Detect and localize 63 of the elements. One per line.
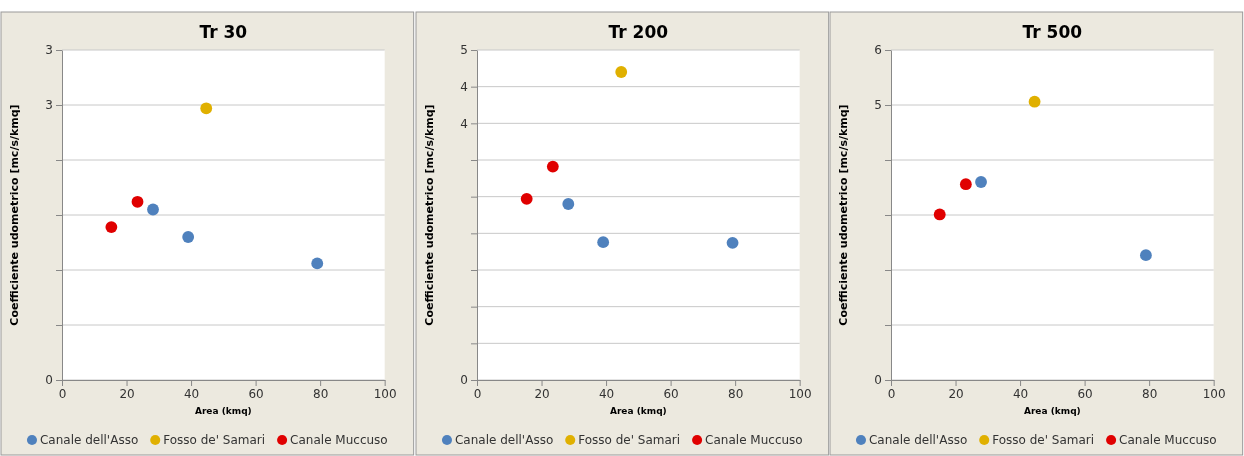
point xyxy=(520,192,533,205)
y-tick-label: 4 xyxy=(460,116,468,131)
point xyxy=(147,203,159,216)
x-tick-label: 0 xyxy=(887,386,896,401)
legend-label: Fosso de' Samari xyxy=(992,433,1095,447)
x-tick-label: 60 xyxy=(1077,386,1094,401)
point xyxy=(934,208,946,221)
x-axis-title: Area (kmq) xyxy=(1024,406,1082,416)
point xyxy=(1028,95,1041,108)
chart-title: Tr 30 xyxy=(199,22,248,42)
x-axis-title: Area (kmq) xyxy=(609,406,667,416)
y-axis-title: Coefficiente udometrico [mc/s/kmq] xyxy=(837,104,851,326)
x-tick-label: 20 xyxy=(534,386,550,401)
x-tick-label: 20 xyxy=(119,386,135,401)
point xyxy=(562,198,574,210)
y-tick-label: 3 xyxy=(45,98,53,113)
legend-label: Canale dell'Asso xyxy=(869,433,968,447)
y-tick-label: 3 xyxy=(45,43,53,58)
x-tick-label: 40 xyxy=(183,386,200,401)
point xyxy=(614,66,627,78)
point xyxy=(1140,249,1153,262)
y-tick-label: 0 xyxy=(874,373,883,388)
x-tick-label: 0 xyxy=(473,386,481,401)
y-axis-title: Coefficiente udometrico [mc/s/kmq] xyxy=(8,104,21,326)
x-tick-label: 80 xyxy=(312,386,329,401)
legend-label: Canale dell'Asso xyxy=(39,433,139,447)
point xyxy=(726,236,739,249)
x-tick-label: 80 xyxy=(1142,386,1158,401)
legend-label: Canale Muccuso xyxy=(704,433,803,447)
y-tick-label: 4 xyxy=(460,80,468,95)
legend-label: Canale Muccuso xyxy=(1119,433,1217,447)
x-tick-label: 20 xyxy=(948,386,964,401)
point xyxy=(960,178,973,191)
y-tick-label: 5 xyxy=(874,98,883,113)
x-tick-label: 100 xyxy=(1203,386,1226,401)
legend-label: Canale dell'Asso xyxy=(454,433,553,447)
x-tick-label: 0 xyxy=(58,386,67,401)
x-tick-label: 60 xyxy=(248,386,264,401)
legend-label: Fosso de' Samari xyxy=(163,433,266,447)
x-tick-label: 80 xyxy=(727,386,743,401)
point xyxy=(311,257,324,270)
y-axis-title: Coefficiente udometrico [mc/s/kmq] xyxy=(422,104,436,326)
point xyxy=(596,236,609,249)
point xyxy=(182,231,195,243)
chart-title: Tr 200 xyxy=(608,22,668,42)
x-tick-label: 100 xyxy=(373,386,397,401)
point xyxy=(105,221,118,234)
legend-label: Fosso de' Samari xyxy=(577,433,680,447)
y-tick-label: 0 xyxy=(45,373,53,388)
chart-title: Tr 500 xyxy=(1022,22,1083,42)
x-tick-label: 40 xyxy=(1013,386,1029,401)
x-tick-label: 40 xyxy=(598,386,614,401)
x-axis-title: Area (kmq) xyxy=(194,406,252,416)
x-tick-label: 100 xyxy=(788,386,812,401)
point xyxy=(546,160,559,173)
x-tick-label: 60 xyxy=(663,386,679,401)
y-tick-label: 6 xyxy=(874,43,883,58)
point xyxy=(131,195,144,208)
legend-label: Canale Muccuso xyxy=(290,433,388,447)
point xyxy=(200,102,213,115)
y-tick-label: 0 xyxy=(460,373,468,388)
point xyxy=(975,176,988,188)
y-tick-label: 5 xyxy=(460,43,468,58)
